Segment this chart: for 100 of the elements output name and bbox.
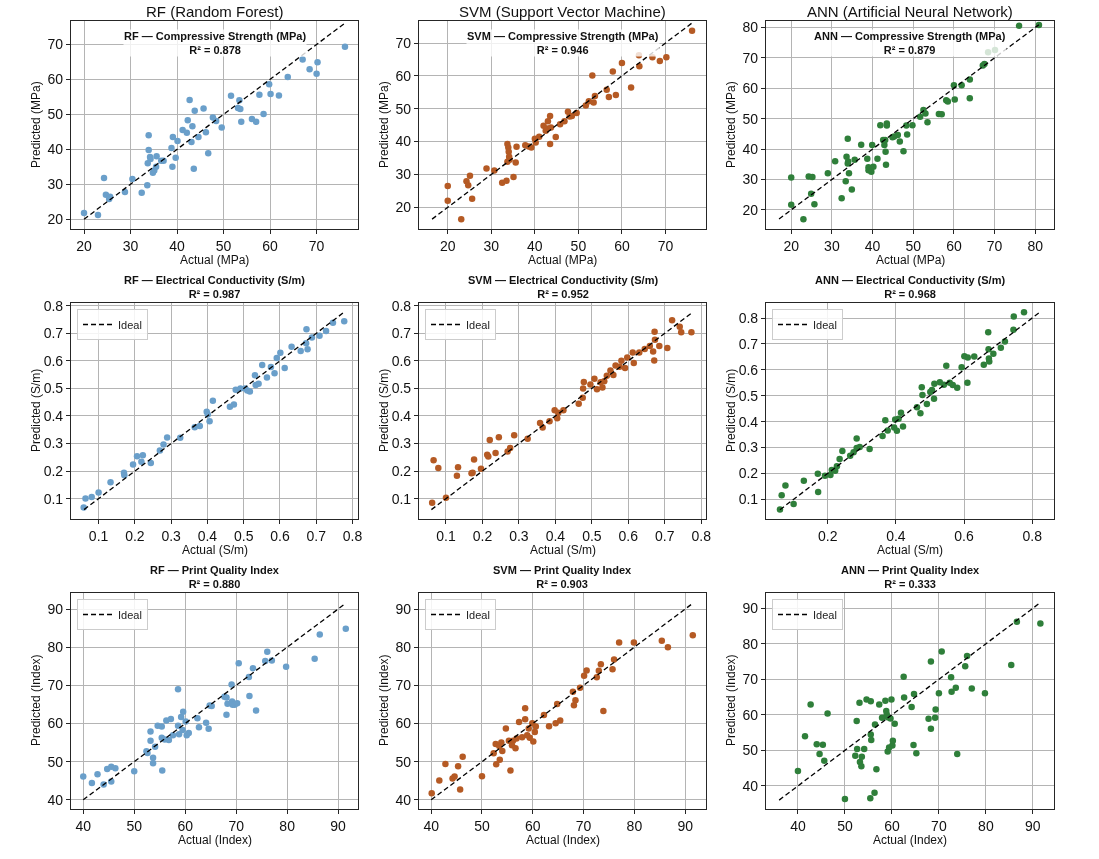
legend-label: Ideal bbox=[466, 608, 490, 621]
y-tick-label: 70 bbox=[742, 671, 759, 688]
chart-subtitle: SVM — Print Quality Index R² = 0.903 bbox=[493, 564, 633, 591]
x-tick-label: 0.1 bbox=[88, 527, 109, 544]
y-tick-label: 0.5 bbox=[43, 380, 64, 397]
x-tick-label: 40 bbox=[527, 237, 543, 254]
y-tick-label: 60 bbox=[47, 715, 64, 732]
y-axis-title: Predicted (Index) bbox=[724, 654, 738, 746]
y-tick-label: 70 bbox=[395, 34, 412, 51]
y-tick-label: 30 bbox=[395, 166, 412, 183]
y-tick-label: 70 bbox=[742, 49, 759, 66]
x-tick-label: 60 bbox=[177, 817, 194, 834]
legend-label: Ideal bbox=[813, 608, 837, 621]
x-tick-label: 90 bbox=[677, 817, 694, 834]
y-tick-label: 0.6 bbox=[391, 352, 412, 369]
x-tick-label: 70 bbox=[228, 817, 245, 834]
y-tick-label: 0.8 bbox=[738, 309, 759, 326]
y-axis-title: Predicted (Index) bbox=[377, 654, 391, 746]
y-tick-label: 0.3 bbox=[43, 435, 64, 452]
y-axis-title: Predicted (MPa) bbox=[29, 81, 43, 168]
x-tick-label: 50 bbox=[215, 237, 232, 254]
x-tick-label: 70 bbox=[657, 237, 674, 254]
y-axis-title: Predicted (Index) bbox=[29, 654, 43, 746]
x-tick-label: 60 bbox=[262, 237, 279, 254]
y-tick-label: 0.7 bbox=[391, 325, 412, 342]
y-tick-label: 0.4 bbox=[43, 407, 64, 424]
x-tick-label: 40 bbox=[169, 237, 186, 254]
x-tick-label: 30 bbox=[483, 237, 500, 254]
y-tick-label: 0.4 bbox=[391, 407, 412, 424]
x-tick-label: 60 bbox=[884, 817, 900, 834]
x-tick-label: 60 bbox=[946, 237, 962, 254]
y-tick-label: 90 bbox=[395, 600, 412, 617]
y-tick-label: 50 bbox=[742, 110, 759, 127]
y-tick-label: 80 bbox=[742, 635, 759, 652]
x-axis-title: Actual (MPa) bbox=[876, 253, 946, 267]
x-tick-label: 50 bbox=[570, 237, 587, 254]
y-axis-title: Predicted (MPa) bbox=[724, 81, 738, 168]
x-tick-label: 0.8 bbox=[342, 527, 363, 544]
y-tick-label: 40 bbox=[742, 777, 759, 794]
y-tick-label: 50 bbox=[395, 100, 412, 117]
y-tick-label: 40 bbox=[47, 791, 64, 808]
y-tick-label: 0.5 bbox=[391, 380, 412, 397]
x-axis-title: Actual (MPa) bbox=[180, 253, 250, 267]
x-tick-label: 0.8 bbox=[1022, 527, 1043, 544]
y-tick-label: 20 bbox=[47, 211, 64, 228]
y-tick-label: 0.7 bbox=[43, 325, 64, 342]
x-tick-label: 90 bbox=[330, 817, 347, 834]
text: ANN — Compressive Strength (MPa) R² = 0.879 bbox=[814, 30, 1006, 57]
y-tick-label: 0.3 bbox=[391, 435, 412, 452]
x-tick-label: 0.6 bbox=[618, 527, 639, 544]
y-tick-label: 60 bbox=[395, 67, 412, 84]
x-tick-label: 0.2 bbox=[817, 527, 838, 544]
x-tick-label: 80 bbox=[279, 817, 296, 834]
y-tick-label: 70 bbox=[47, 36, 64, 53]
y-tick-label: 80 bbox=[395, 639, 412, 656]
x-tick-label: 20 bbox=[439, 237, 456, 254]
x-axis-title: Actual (Index) bbox=[873, 833, 948, 847]
x-tick-label: 50 bbox=[126, 817, 143, 834]
y-tick-label: 0.7 bbox=[738, 335, 759, 352]
x-axis-title: Actual (S/m) bbox=[530, 543, 597, 557]
y-tick-label: 90 bbox=[742, 600, 759, 617]
y-axis-title: Predicted (S/m) bbox=[724, 368, 738, 452]
y-tick-label: 0.2 bbox=[43, 462, 64, 479]
x-axis-title: Actual (MPa) bbox=[528, 253, 598, 267]
x-tick-label: 40 bbox=[423, 817, 440, 834]
y-tick-label: 0.4 bbox=[738, 413, 759, 430]
y-tick-label: 0.6 bbox=[43, 352, 64, 369]
y-tick-label: 60 bbox=[47, 71, 64, 88]
x-tick-label: 50 bbox=[474, 817, 490, 834]
y-tick-label: 30 bbox=[742, 171, 759, 188]
legend-label: Ideal bbox=[466, 318, 490, 331]
x-tick-label: 70 bbox=[575, 817, 592, 834]
x-tick-label: 0.5 bbox=[233, 527, 254, 544]
text: SVM — Compressive Strength (MPa) R² = 0.946 bbox=[467, 30, 659, 57]
y-axis-title: Predicted (S/m) bbox=[29, 368, 43, 452]
chart-subtitle: ANN — Electrical Conductivity (S/m) R² = 0.968 bbox=[815, 274, 1006, 301]
y-tick-label: 0.8 bbox=[391, 297, 412, 314]
x-tick-label: 40 bbox=[75, 817, 92, 834]
x-tick-label: 80 bbox=[1027, 237, 1044, 254]
x-tick-label: 60 bbox=[524, 817, 541, 834]
y-tick-label: 0.3 bbox=[738, 439, 759, 456]
x-tick-label: 0.1 bbox=[436, 527, 456, 544]
x-tick-label: 70 bbox=[931, 817, 947, 834]
x-tick-label: 0.4 bbox=[545, 527, 566, 544]
x-tick-label: 90 bbox=[1025, 817, 1041, 834]
chart-title: RF (Random Forest) bbox=[146, 3, 284, 20]
y-tick-label: 50 bbox=[395, 753, 412, 770]
y-tick-label: 50 bbox=[47, 106, 64, 123]
y-tick-label: 40 bbox=[47, 141, 64, 158]
x-tick-label: 0.5 bbox=[582, 527, 602, 544]
text: RF — Compressive Strength (MPa) R² = 0.878 bbox=[124, 30, 307, 57]
chart-subtitle: RF — Electrical Conductivity (S/m) R² = 0.987 bbox=[124, 274, 306, 301]
chart-subtitle: ANN — Print Quality Index R² = 0.333 bbox=[841, 564, 981, 591]
y-axis-title: Predicted (S/m) bbox=[377, 368, 391, 452]
y-tick-label: 0.5 bbox=[738, 387, 759, 404]
legend-label: Ideal bbox=[813, 318, 837, 331]
chart-subtitle: SVM — Electrical Conductivity (S/m) R² = 0.952 bbox=[468, 274, 659, 301]
y-tick-label: 30 bbox=[47, 176, 64, 193]
x-tick-label: 30 bbox=[122, 237, 139, 254]
x-tick-label: 0.4 bbox=[197, 527, 218, 544]
